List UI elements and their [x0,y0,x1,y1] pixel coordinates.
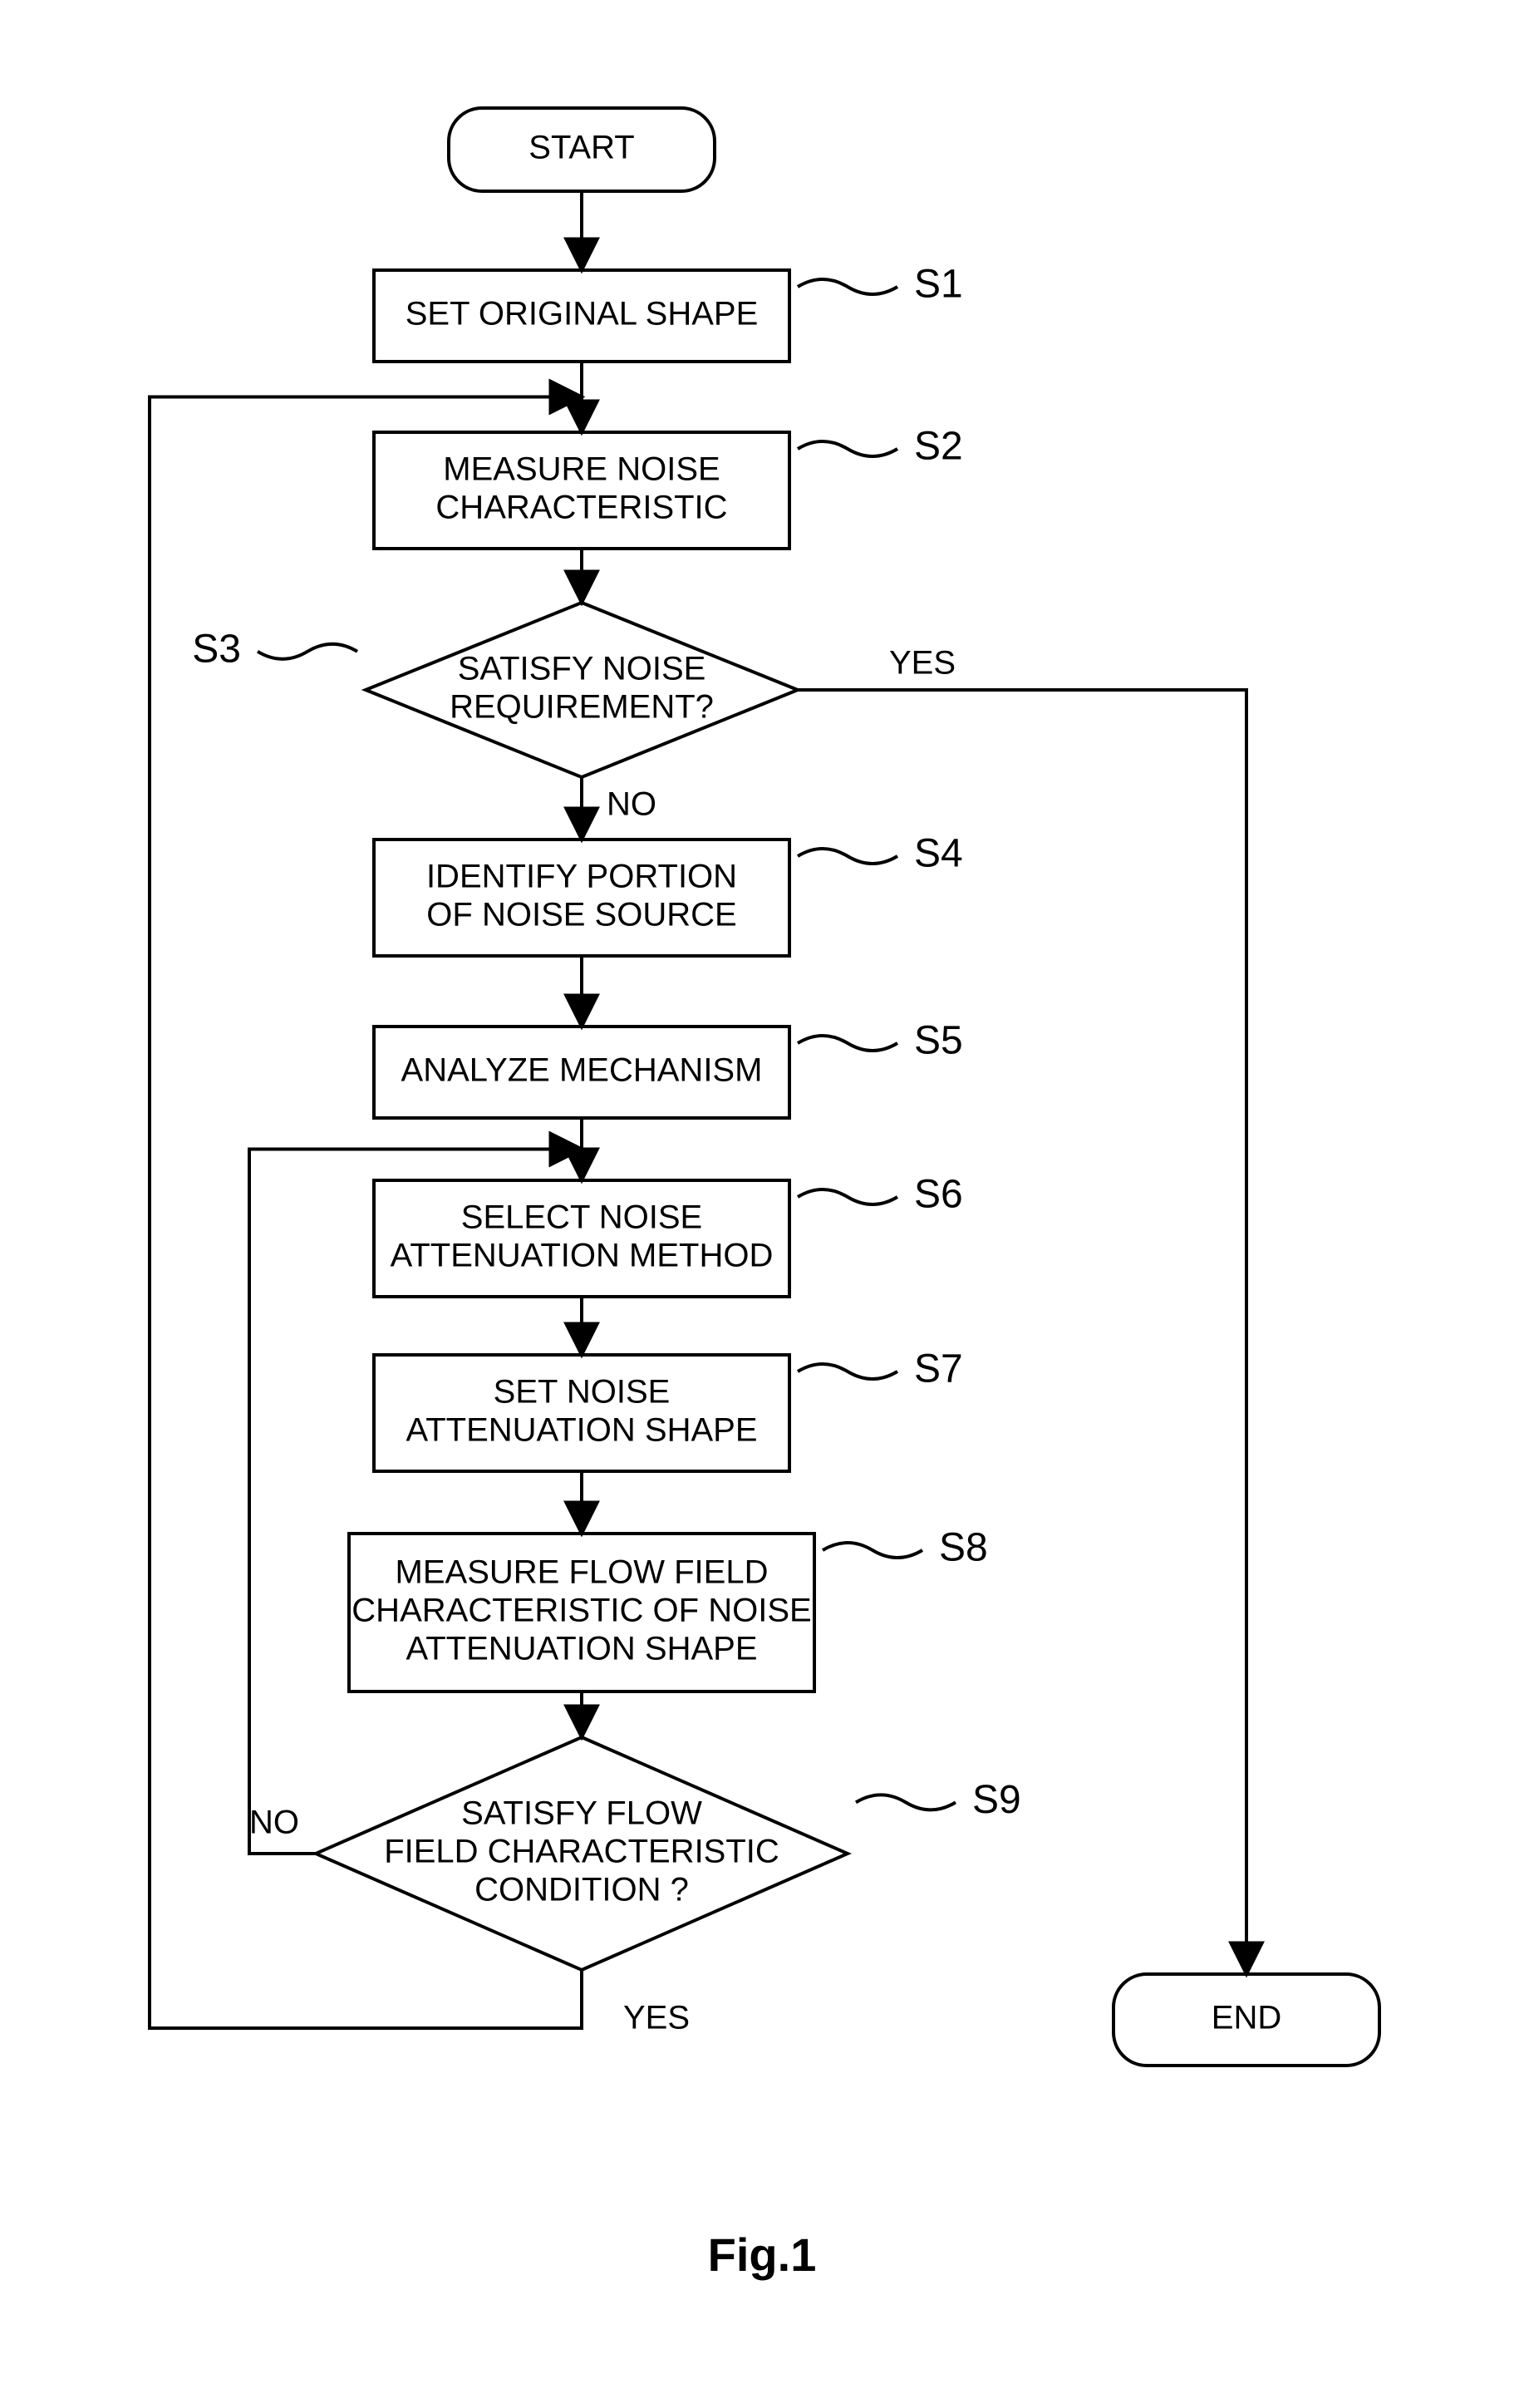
node-text: SELECT NOISE [461,1199,702,1236]
node-text: SATISFY FLOW [461,1795,702,1832]
step-label-s6: S6 [914,1173,963,1217]
node-text: SATISFY NOISE [458,651,706,687]
node-text: MEASURE NOISE [443,451,720,488]
node-text: FIELD CHARACTERISTIC [384,1834,779,1870]
node-text: MEASURE FLOW FIELD [396,1554,769,1591]
step-connector [258,644,357,659]
edge [798,690,1246,1974]
node-text: CHARACTERISTIC [435,490,727,526]
edge-label: NO [607,786,656,823]
step-connector [798,1364,897,1379]
step-label-s7: S7 [914,1347,963,1391]
node-text: OF NOISE SOURCE [426,897,736,933]
edge-label: NO [249,1805,299,1841]
step-connector [798,441,897,456]
step-connector [856,1795,956,1810]
step-label-s5: S5 [914,1019,963,1063]
step-label-s8: S8 [939,1526,988,1570]
node-text: CONDITION ? [474,1872,689,1908]
step-connector [823,1543,922,1558]
step-connector [798,1036,897,1051]
step-label-s3: S3 [192,627,241,671]
step-connector [798,849,897,864]
edge-label: YES [889,645,956,682]
node-text: SET ORIGINAL SHAPE [406,296,759,332]
node-text: ANALYZE MECHANISM [401,1052,763,1089]
node-text: ATTENUATION METHOD [391,1238,774,1274]
node-text: END [1212,2000,1281,2036]
figure-label: Fig.1 [708,2228,817,2281]
step-connector [798,1189,897,1204]
edge-label: YES [623,2000,690,2036]
step-label-s4: S4 [914,832,963,876]
node-text: IDENTIFY PORTION [426,859,737,895]
step-label-s1: S1 [914,263,963,307]
node-text: ATTENUATION SHAPE [406,1631,757,1667]
step-label-s2: S2 [914,425,963,469]
node-text: START [528,130,634,166]
node-text: REQUIREMENT? [450,689,714,726]
step-connector [798,279,897,294]
node-text: SET NOISE [494,1374,671,1411]
node-text: ATTENUATION SHAPE [406,1412,757,1449]
node-text: CHARACTERISTIC OF NOISE [352,1593,811,1629]
step-label-s9: S9 [972,1778,1021,1822]
